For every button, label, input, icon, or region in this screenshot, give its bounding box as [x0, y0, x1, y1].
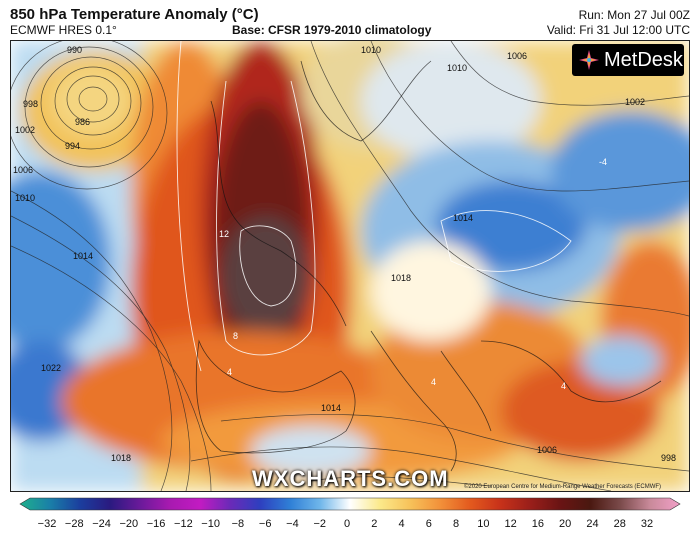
colorbar-tick-label: −2 [313, 518, 326, 530]
isobar-label: 1010 [361, 45, 381, 55]
watermark: WXCHARTS.COM [252, 466, 449, 491]
anomaly-label: 4 [561, 381, 566, 391]
anomaly-label: 4 [431, 377, 436, 387]
colorbar-tick-label: 24 [586, 518, 599, 530]
coastlines [195, 60, 662, 487]
anomaly-contours [176, 41, 572, 372]
colorbar [19, 497, 681, 511]
colorbar-tick-label: 0 [343, 518, 351, 530]
run-time-label: Run: Mon 27 Jul 00Z [578, 8, 690, 22]
isobar-lines [11, 41, 689, 491]
colorbar-ramp [19, 497, 681, 511]
colorbar-tick-label: −32 [37, 518, 57, 530]
model-label: ECMWF HRES 0.1° [10, 23, 117, 37]
anomaly-label: -4 [599, 157, 607, 167]
anomaly-map: 990 986 994 998 1002 1006 1010 1014 1018… [10, 40, 690, 492]
isobar-label: 986 [75, 117, 90, 127]
isobar-label: 998 [661, 453, 676, 463]
copyright-note: ©2020 European Centre for Medium-Range W… [464, 484, 662, 490]
colorbar-tick-label: 10 [477, 518, 490, 530]
colorbar-tick-label: −4 [286, 518, 299, 530]
isobar-label: 1014 [453, 213, 473, 223]
anomaly-label-group: 12 8 4 4 4 -4 [219, 157, 607, 391]
colorbar-tick-label: 8 [453, 518, 460, 530]
isobar-label: 1002 [15, 125, 35, 135]
isobar-label: 1006 [13, 165, 33, 175]
isobar-label: 1010 [15, 193, 35, 203]
anomaly-label: 8 [233, 331, 238, 341]
isobar-label-group: 990 986 994 998 1002 1006 1010 1014 1018… [13, 45, 676, 463]
colorbar-tick-label: −10 [201, 518, 220, 530]
isobar-label: 1014 [321, 403, 341, 413]
metdesk-logo: MetDesk [572, 44, 684, 76]
colorbar-tick-label: −24 [92, 518, 111, 530]
isobar-label: 1006 [507, 51, 527, 61]
colorbar-tick-label: −6 [258, 518, 272, 530]
anomaly-label: 4 [227, 367, 232, 377]
isobar-label: 1018 [391, 273, 411, 283]
metdesk-logo-text: MetDesk [604, 48, 683, 71]
colorbar-tick-label: 4 [398, 518, 405, 530]
colorbar-tick-label: −20 [119, 518, 139, 530]
isobar-label: 1010 [447, 63, 467, 73]
colorbar-tick-label: 6 [425, 518, 432, 530]
isobar-label: 1022 [41, 363, 61, 373]
colorbar-tick-label: −8 [231, 518, 245, 530]
chart-header: 850 hPa Temperature Anomaly (°C) ECMWF H… [0, 0, 700, 40]
colorbar-tick-label: 20 [559, 518, 572, 530]
colorbar-tick-label: 2 [371, 518, 378, 530]
colorbar-tick-label: −28 [64, 518, 84, 530]
colorbar-tick-label: 12 [504, 518, 517, 530]
isobar-label: 1014 [73, 251, 93, 261]
colorbar-tick-label: 16 [531, 518, 545, 530]
anomaly-label: 12 [219, 229, 229, 239]
colorbar-tick-label: 32 [640, 518, 654, 530]
colorbar-tick-label: −16 [146, 518, 166, 530]
isobar-label: 990 [67, 45, 82, 55]
valid-time-label: Valid: Fri 31 Jul 12:00 UTC [546, 23, 690, 37]
base-climatology-label: Base: CFSR 1979-2010 climatology [232, 23, 432, 37]
colorbar-tick-label: 28 [613, 518, 626, 530]
isobar-label: 994 [65, 141, 80, 151]
metdesk-star-icon [579, 50, 599, 70]
isobar-label: 1018 [111, 453, 131, 463]
colorbar-tick-label: −12 [174, 518, 193, 530]
chart-title: 850 hPa Temperature Anomaly (°C) [10, 6, 259, 23]
map-canvas: 990 986 994 998 1002 1006 1010 1014 1018… [11, 41, 689, 491]
isobar-label: 998 [23, 99, 38, 109]
isobar-label: 1002 [625, 97, 645, 107]
isobar-label: 1006 [537, 445, 557, 455]
